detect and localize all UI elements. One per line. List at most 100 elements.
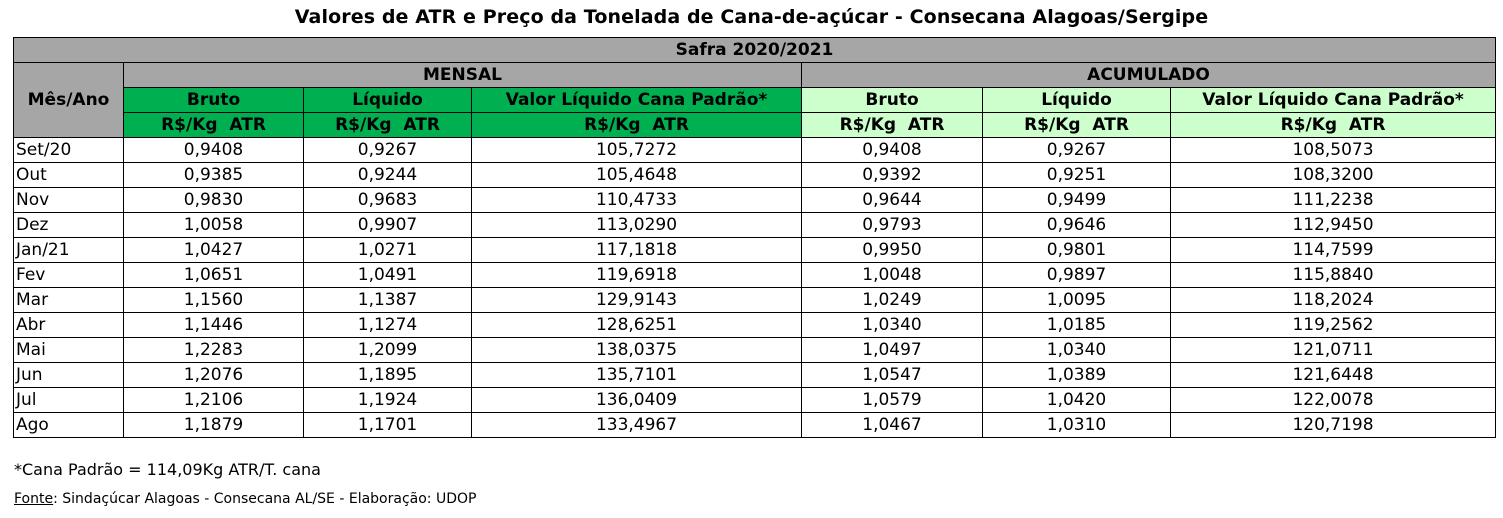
group-header-row: Mês/Ano MENSAL ACUMULADO xyxy=(13,62,1497,138)
table-row: Mai 1,2283 1,2099 138,0375 1,0497 1,0340 121,0… xyxy=(13,337,1497,363)
month-cell: Out xyxy=(13,162,124,188)
month-cell: Fev xyxy=(13,262,124,288)
acumulado-liquido-cell: 1,0185 xyxy=(982,312,1171,338)
mensal-valor-cell: 129,9143 xyxy=(471,287,802,313)
mensal-liquido-unit: R$/Kg ATR xyxy=(303,112,472,138)
acumulado-liquido-unit: R$/Kg ATR xyxy=(982,112,1171,138)
mensal-liquido-cell: 1,1895 xyxy=(303,362,472,388)
acumulado-liquido-cell: 0,9251 xyxy=(982,162,1171,188)
mensal-liquido-cell: 1,1701 xyxy=(303,412,472,438)
mensal-liquido-cell: 1,0271 xyxy=(303,237,472,263)
acumulado-bruto-cell: 1,0048 xyxy=(801,262,983,288)
acumulado-bruto-cell: 1,0497 xyxy=(801,337,983,363)
mensal-valor-cell: 110,4733 xyxy=(471,187,802,213)
mensal-valor-cell: 105,7272 xyxy=(471,137,802,163)
acumulado-liquido-cell: 1,0095 xyxy=(982,287,1171,313)
mensal-header: MENSAL xyxy=(123,62,802,88)
mensal-valor-cell: 117,1818 xyxy=(471,237,802,263)
mensal-liquido-cell: 1,1924 xyxy=(303,387,472,413)
month-cell: Abr xyxy=(13,312,124,338)
table-row: Dez 1,0058 0,9907 113,0290 0,9793 0,9646 112,9… xyxy=(13,212,1497,238)
table-row: Jul 1,2106 1,1924 136,0409 1,0579 1,0420 122,0… xyxy=(13,387,1497,413)
acumulado-bruto-header: Bruto xyxy=(801,87,983,113)
source-label: Fonte xyxy=(14,491,54,507)
mensal-bruto-unit: R$/Kg ATR xyxy=(123,112,304,138)
acumulado-bruto-unit: R$/Kg ATR xyxy=(801,112,983,138)
mensal-bruto-cell: 1,0058 xyxy=(123,212,304,238)
acumulado-bruto-cell: 0,9793 xyxy=(801,212,983,238)
mensal-valor-cell: 136,0409 xyxy=(471,387,802,413)
column-header-row: Bruto Líquido Valor Líquido Cana Padrão*… xyxy=(14,87,1497,113)
acumulado-liquido-header: Líquido xyxy=(982,87,1171,113)
mensal-bruto-cell: 1,1879 xyxy=(123,412,304,438)
mensal-liquido-cell: 0,9244 xyxy=(303,162,472,188)
mensal-liquido-cell: 1,1274 xyxy=(303,312,472,338)
mensal-valor-cell: 135,7101 xyxy=(471,362,802,388)
acumulado-bruto-cell: 0,9392 xyxy=(801,162,983,188)
month-cell: Mar xyxy=(13,287,124,313)
acumulado-valor-cell: 121,0711 xyxy=(1169,337,1497,363)
acumulado-liquido-cell: 0,9499 xyxy=(982,187,1171,213)
acumulado-liquido-cell: 0,9897 xyxy=(982,262,1171,288)
month-cell: Nov xyxy=(13,187,124,213)
mensal-valor-cell: 113,0290 xyxy=(471,212,802,238)
acumulado-valor-cell: 115,8840 xyxy=(1169,262,1497,288)
mensal-valor-unit: R$/Kg ATR xyxy=(471,112,802,138)
mensal-liquido-cell: 0,9683 xyxy=(303,187,472,213)
table-row: Mar 1,1560 1,1387 129,9143 1,0249 1,0095 118,2… xyxy=(13,287,1497,313)
month-cell: Jul xyxy=(13,387,124,413)
mensal-bruto-cell: 1,1560 xyxy=(123,287,304,313)
acumulado-valor-cell: 114,7599 xyxy=(1169,237,1497,263)
month-cell: Set/20 xyxy=(13,137,124,163)
acumulado-valor-cell: 111,2238 xyxy=(1169,187,1497,213)
acumulado-bruto-cell: 0,9408 xyxy=(801,137,983,163)
mensal-liquido-cell: 1,2099 xyxy=(303,337,472,363)
table-row: Jan/21 1,0427 1,0271 117,1818 0,9950 0,9801 11… xyxy=(13,237,1497,263)
acumulado-valor-header: Valor Líquido Cana Padrão* xyxy=(1169,87,1497,113)
table-row: Set/20 0,9408 0,9267 105,7272 0,9408 0,9267 10… xyxy=(13,137,1497,163)
acumulado-liquido-cell: 1,0340 xyxy=(982,337,1171,363)
acumulado-bruto-cell: 0,9644 xyxy=(801,187,983,213)
acumulado-valor-cell: 122,0078 xyxy=(1169,387,1497,413)
month-cell: Dez xyxy=(13,212,124,238)
mensal-liquido-cell: 1,1387 xyxy=(303,287,472,313)
acumulado-liquido-cell: 1,0389 xyxy=(982,362,1171,388)
source-line: Fonte: Sindaçúcar Alagoas - Consecana AL… xyxy=(14,491,476,507)
atr-table: Safra 2020/2021 Mês/Ano MENSAL ACUMULADO… xyxy=(12,37,1497,438)
table-row: Out 0,9385 0,9244 105,4648 0,9392 0,9251 108,3… xyxy=(13,162,1497,188)
mensal-bruto-cell: 0,9385 xyxy=(123,162,304,188)
safra-header: Safra 2020/2021 xyxy=(12,37,1497,63)
mensal-bruto-header: Bruto xyxy=(123,87,304,113)
safra-row: Safra 2020/2021 xyxy=(12,37,1497,63)
mensal-valor-cell: 133,4967 xyxy=(471,412,802,438)
mensal-valor-header: Valor Líquido Cana Padrão* xyxy=(471,87,802,113)
acumulado-valor-cell: 121,6448 xyxy=(1169,362,1497,388)
acumulado-liquido-cell: 0,9801 xyxy=(982,237,1171,263)
acumulado-valor-unit: R$/Kg ATR xyxy=(1169,112,1497,138)
acumulado-bruto-cell: 1,0547 xyxy=(801,362,983,388)
mensal-valor-cell: 105,4648 xyxy=(471,162,802,188)
acumulado-liquido-cell: 1,0420 xyxy=(982,387,1171,413)
table-row: Abr 1,1446 1,1274 128,6251 1,0340 1,0185 119,2… xyxy=(13,312,1497,338)
acumulado-valor-cell: 108,5073 xyxy=(1169,137,1497,163)
mensal-valor-cell: 138,0375 xyxy=(471,337,802,363)
mensal-valor-cell: 119,6918 xyxy=(471,262,802,288)
acumulado-liquido-cell: 0,9267 xyxy=(982,137,1171,163)
mensal-bruto-cell: 1,2283 xyxy=(123,337,304,363)
acumulado-liquido-cell: 0,9646 xyxy=(982,212,1171,238)
mensal-bruto-cell: 1,2076 xyxy=(123,362,304,388)
table-row: Jun 1,2076 1,1895 135,7101 1,0547 1,0389 121,6… xyxy=(13,362,1497,388)
mensal-bruto-cell: 1,0651 xyxy=(123,262,304,288)
acumulado-bruto-cell: 1,0249 xyxy=(801,287,983,313)
mensal-liquido-cell: 0,9907 xyxy=(303,212,472,238)
acumulado-valor-cell: 108,3200 xyxy=(1169,162,1497,188)
mensal-liquido-cell: 0,9267 xyxy=(303,137,472,163)
acumulado-valor-cell: 112,9450 xyxy=(1169,212,1497,238)
month-cell: Jan/21 xyxy=(13,237,124,263)
acumulado-bruto-cell: 1,0340 xyxy=(801,312,983,338)
mensal-valor-cell: 128,6251 xyxy=(471,312,802,338)
table-row: Fev 1,0651 1,0491 119,6918 1,0048 0,9897 115,8… xyxy=(13,262,1497,288)
mensal-bruto-cell: 0,9408 xyxy=(123,137,304,163)
acumulado-bruto-cell: 0,9950 xyxy=(801,237,983,263)
month-cell: Ago xyxy=(13,412,124,438)
